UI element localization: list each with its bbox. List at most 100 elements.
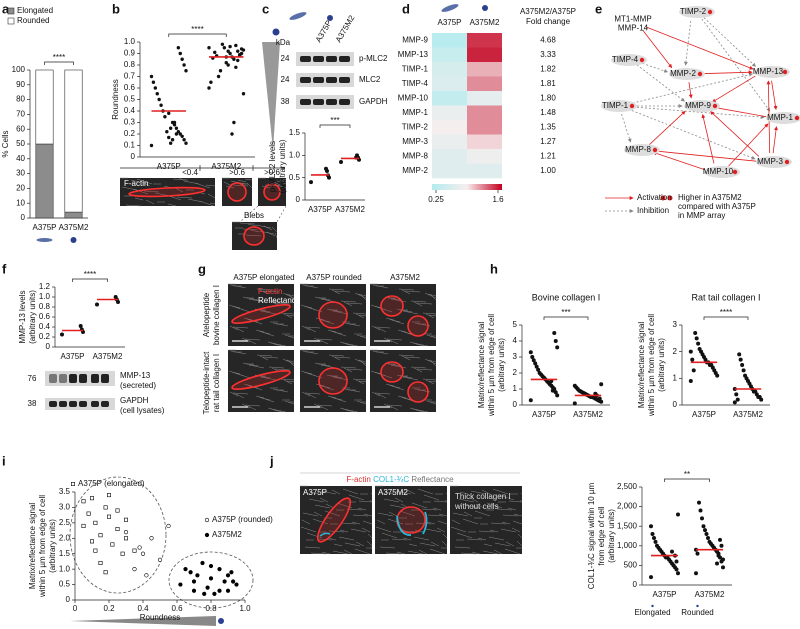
y-axis-label: (arbitrary units) — [657, 338, 666, 392]
collagen-fiber — [334, 290, 351, 293]
data-point — [241, 92, 246, 96]
column-label: A375M2 — [390, 273, 420, 282]
data-point — [184, 69, 188, 73]
y-tick-label: 40 — [16, 154, 25, 163]
collagen-fiber — [301, 519, 311, 525]
y-tick-label: 1.2 — [39, 282, 51, 291]
row-label: rat tail collagen I — [212, 354, 221, 412]
collagen-fiber — [331, 355, 341, 361]
data-point — [218, 69, 223, 73]
value-header: A375M2/A375P — [520, 7, 576, 16]
x-tick-label: A375M2 — [59, 223, 89, 232]
collagen-fiber — [351, 521, 361, 525]
panel-letter: a — [2, 1, 10, 16]
collagen-fiber — [445, 492, 448, 495]
panel-letter: b — [112, 1, 120, 16]
collagen-fiber — [401, 355, 411, 361]
y-tick-label: 0 — [46, 342, 51, 351]
y-tick-label: 0 — [633, 580, 638, 589]
collagen-fiber — [415, 522, 432, 525]
data-point — [191, 579, 197, 584]
fold-change: 1.48 — [540, 108, 556, 117]
collagen-fiber — [389, 339, 399, 345]
y-tick-label: 3.0 — [59, 503, 71, 512]
x-tick-label: A375M2 — [733, 410, 763, 419]
colorbar-label: 1.6 — [492, 195, 504, 204]
inhibition-edge — [703, 17, 756, 67]
collagen-fiber — [301, 391, 311, 397]
cell — [231, 370, 291, 390]
collagen-fiber — [425, 528, 442, 533]
collagen-fiber — [505, 541, 515, 547]
column-label: A375P — [437, 18, 461, 27]
collagen-fiber — [302, 350, 319, 355]
collagen-fiber — [470, 490, 487, 495]
cell — [380, 361, 404, 383]
y-axis-label: p-MLC2 levels — [268, 141, 277, 192]
rounded-icon — [482, 5, 488, 11]
data-point — [124, 536, 129, 541]
node-label: TIMP-2 — [680, 7, 707, 16]
collagen-fiber — [328, 288, 345, 291]
blot-band — [339, 77, 350, 83]
data-point — [226, 49, 230, 53]
data-point — [155, 92, 159, 96]
data-point — [232, 57, 236, 61]
collagen-fiber — [288, 294, 295, 301]
data-point — [220, 42, 225, 46]
collagen-fiber — [422, 312, 437, 315]
data-point — [172, 120, 177, 125]
collagen-fiber — [358, 380, 367, 383]
activation-edge — [653, 149, 757, 162]
data-point — [670, 549, 674, 554]
image-label: without cells — [454, 502, 499, 511]
collagen-fiber — [333, 331, 343, 335]
collagen-fiber — [355, 379, 365, 385]
panel-letter: d — [402, 1, 410, 16]
data-point — [572, 401, 577, 406]
data-point — [224, 61, 228, 65]
node-shape — [624, 144, 660, 156]
collagen-fiber — [372, 350, 389, 355]
inhibition-edge — [621, 113, 632, 143]
collagen-fiber — [401, 289, 411, 295]
heatmap-cell — [432, 76, 467, 92]
y-axis-label: COL1-¾C signal within 10 µm — [587, 482, 596, 589]
collagen-fiber — [390, 298, 407, 303]
collagen-fiber — [517, 533, 523, 539]
collagen-fiber — [346, 302, 363, 305]
data-point — [95, 302, 99, 307]
data-point — [90, 496, 95, 501]
collagen-fiber — [458, 498, 475, 503]
data-point — [236, 58, 240, 63]
data-point — [182, 63, 186, 67]
col1-signal — [396, 511, 428, 536]
data-point — [228, 44, 232, 49]
collagen-fiber — [413, 536, 430, 541]
collagen-fiber — [456, 532, 473, 539]
heatmap-cell — [467, 47, 502, 63]
collagen-fiber — [429, 548, 446, 555]
row-label: Atelopeptide — [202, 292, 211, 337]
x-tick-label: A375M2 — [695, 590, 725, 599]
data-point — [688, 379, 693, 383]
inhibition-edge — [683, 20, 692, 66]
collagen-fiber — [402, 310, 419, 315]
collagen-fiber — [427, 514, 444, 517]
node-shape — [704, 166, 740, 178]
data-point — [735, 397, 740, 402]
data-point — [168, 126, 173, 130]
collagen-fiber — [383, 403, 393, 409]
data-point — [649, 575, 653, 580]
collagen-fiber — [258, 230, 275, 235]
collagen-fiber — [321, 319, 331, 323]
collagen-fiber — [413, 301, 423, 307]
y-tick-label: 2,500 — [617, 482, 638, 491]
collagen-fiber — [370, 492, 373, 495]
collagen-fiber — [332, 376, 349, 381]
collagen-fiber — [377, 393, 387, 399]
column-label: A375M2 — [470, 18, 500, 27]
data-point — [553, 390, 558, 395]
collagen-fiber — [125, 204, 142, 207]
